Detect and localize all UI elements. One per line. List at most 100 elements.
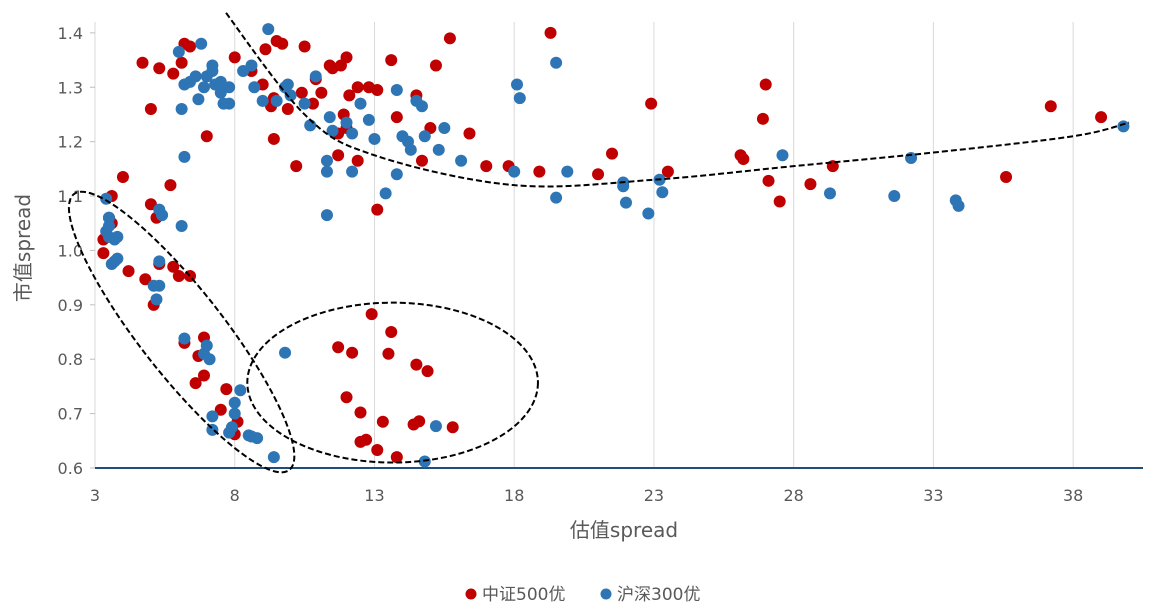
point-hs300 xyxy=(320,154,333,167)
series-zz500 xyxy=(97,26,1108,464)
point-zz500 xyxy=(189,377,202,390)
x-tick-label: 23 xyxy=(644,486,664,505)
point-zz500 xyxy=(756,112,769,125)
point-zz500 xyxy=(214,403,227,416)
point-zz500 xyxy=(773,195,786,208)
point-hs300 xyxy=(513,92,526,105)
point-hs300 xyxy=(153,279,166,292)
point-zz500 xyxy=(97,247,110,260)
point-hs300 xyxy=(200,339,213,352)
point-zz500 xyxy=(759,78,772,91)
point-hs300 xyxy=(326,124,339,137)
point-hs300 xyxy=(206,59,219,72)
point-zz500 xyxy=(1000,171,1013,184)
point-hs300 xyxy=(234,384,247,397)
point-hs300 xyxy=(178,150,191,163)
point-zz500 xyxy=(290,160,303,173)
point-zz500 xyxy=(306,97,319,110)
point-zz500 xyxy=(415,154,428,167)
point-hs300 xyxy=(323,111,336,124)
point-zz500 xyxy=(385,54,398,67)
legend-item-zz500[interactable]: 中证500优 xyxy=(465,585,566,605)
point-zz500 xyxy=(480,160,493,173)
point-hs300 xyxy=(281,78,294,91)
point-hs300 xyxy=(223,97,236,110)
annotations xyxy=(67,12,1130,474)
point-hs300 xyxy=(320,165,333,178)
point-zz500 xyxy=(295,86,308,99)
x-tick-label: 38 xyxy=(1063,486,1083,505)
point-hs300 xyxy=(776,149,789,162)
point-hs300 xyxy=(156,209,169,222)
y-tick-label: 0.9 xyxy=(58,296,83,315)
point-zz500 xyxy=(463,127,476,140)
x-tick-label: 28 xyxy=(783,486,803,505)
point-hs300 xyxy=(550,56,563,69)
legend-marker-hs300 xyxy=(600,588,612,600)
point-hs300 xyxy=(267,451,280,464)
y-axis-title: 市值spread xyxy=(11,194,35,302)
x-tick-label: 18 xyxy=(504,486,524,505)
point-zz500 xyxy=(167,260,180,273)
point-zz500 xyxy=(371,83,384,96)
point-zz500 xyxy=(122,265,135,278)
point-zz500 xyxy=(139,273,152,286)
legend-item-hs300[interactable]: 沪深300优 xyxy=(600,585,701,605)
point-hs300 xyxy=(888,190,901,203)
y-tick-label: 1.3 xyxy=(58,78,83,97)
point-hs300 xyxy=(206,410,219,423)
point-hs300 xyxy=(438,122,451,135)
point-hs300 xyxy=(203,353,216,366)
point-hs300 xyxy=(455,154,468,167)
legend-label-hs300: 沪深300优 xyxy=(617,585,700,605)
point-zz500 xyxy=(340,51,353,64)
point-zz500 xyxy=(382,347,395,360)
point-hs300 xyxy=(111,230,124,243)
point-hs300 xyxy=(362,113,375,126)
point-hs300 xyxy=(340,116,353,129)
point-hs300 xyxy=(510,78,523,91)
point-hs300 xyxy=(150,293,163,306)
point-zz500 xyxy=(228,51,241,64)
grid-lines xyxy=(94,22,1074,468)
point-zz500 xyxy=(340,391,353,404)
point-hs300 xyxy=(270,94,283,107)
point-zz500 xyxy=(421,365,434,378)
y-tick-label: 1.2 xyxy=(58,133,83,152)
point-hs300 xyxy=(298,97,311,110)
point-hs300 xyxy=(642,207,655,220)
y-tick-label: 0.8 xyxy=(58,350,83,369)
axes xyxy=(94,22,1143,469)
point-hs300 xyxy=(404,143,417,156)
point-zz500 xyxy=(376,415,389,428)
point-zz500 xyxy=(737,153,750,166)
point-hs300 xyxy=(228,407,241,420)
point-zz500 xyxy=(1095,111,1108,124)
point-zz500 xyxy=(804,178,817,191)
point-zz500 xyxy=(410,358,423,371)
point-hs300 xyxy=(952,199,965,212)
point-zz500 xyxy=(259,43,272,56)
y-tick-label: 1.0 xyxy=(58,241,83,260)
point-hs300 xyxy=(346,165,359,178)
point-hs300 xyxy=(418,130,431,143)
point-hs300 xyxy=(195,37,208,50)
series-hs300 xyxy=(100,23,1130,468)
point-zz500 xyxy=(533,165,546,178)
point-zz500 xyxy=(153,62,166,75)
point-hs300 xyxy=(189,70,202,83)
point-zz500 xyxy=(645,97,658,110)
point-zz500 xyxy=(351,154,364,167)
point-hs300 xyxy=(248,81,261,94)
point-hs300 xyxy=(284,89,297,102)
legend-marker-zz500 xyxy=(465,588,477,600)
x-tick-label: 8 xyxy=(230,486,240,505)
point-zz500 xyxy=(175,56,188,69)
point-zz500 xyxy=(385,326,398,339)
point-zz500 xyxy=(443,32,456,45)
point-zz500 xyxy=(281,103,294,116)
point-zz500 xyxy=(332,341,345,354)
y-tick-label: 0.6 xyxy=(58,459,83,478)
cluster-left-ellipse xyxy=(67,190,296,474)
